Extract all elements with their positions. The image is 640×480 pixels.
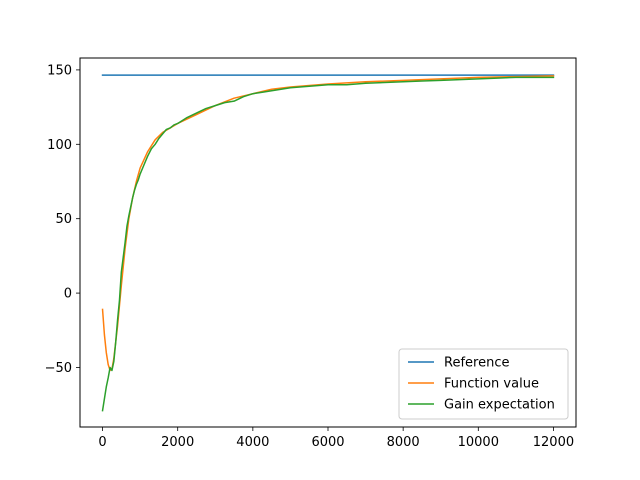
ticks-layer: 0 2000 4000 6000 8000 10000 12000 −50 0 50 100 150 — [45, 63, 575, 450]
y-tick-label: −50 — [45, 361, 72, 376]
x-tick-label: 10000 — [458, 435, 499, 450]
y-tick-label: 50 — [55, 212, 72, 227]
y-tick-label: 100 — [47, 138, 72, 153]
y-tick-label: 150 — [47, 63, 72, 78]
legend-label-reference: Reference — [444, 356, 509, 371]
x-tick-label: 2000 — [161, 435, 194, 450]
series-line-gain-expectation — [101, 76, 555, 412]
legend-label-function-value: Function value — [444, 377, 539, 392]
x-tick-label: 6000 — [311, 435, 344, 450]
legend-box — [398, 348, 569, 420]
y-tick-label: 0 — [64, 287, 72, 302]
x-tick-label: 4000 — [236, 435, 269, 450]
legend: Reference Function value Gain expectation — [398, 348, 569, 420]
legend-label-gain-expectation: Gain expectation — [444, 398, 555, 413]
x-tick-label: 12000 — [533, 435, 574, 450]
x-tick-label: 8000 — [387, 435, 420, 450]
series-layer — [101, 74, 555, 412]
x-tick-label: 0 — [98, 435, 106, 450]
